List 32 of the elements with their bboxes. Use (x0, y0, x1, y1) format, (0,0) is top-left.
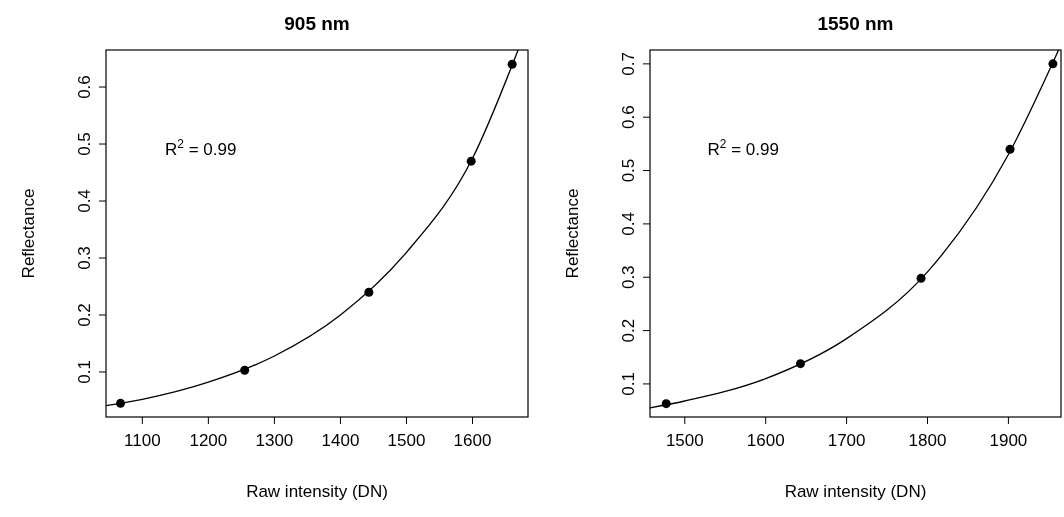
annotation: R$^{2}$ = 0.99 (707, 137, 779, 159)
y-axis-title: Reflectance (563, 188, 582, 279)
x-tick-label: 1600 (746, 431, 785, 450)
x-tick-label: 1200 (189, 431, 228, 450)
x-tick-label: 1800 (908, 431, 947, 450)
y-tick-label: 0.1 (619, 372, 638, 396)
y-tick-label: 0.4 (619, 212, 638, 236)
x-tick-label: 1300 (255, 431, 294, 450)
y-tick-label: 0.6 (619, 105, 638, 130)
x-tick-label: 1900 (989, 431, 1028, 450)
x-axis-title: Raw intensity (DN) (246, 482, 388, 501)
x-tick-label: 1700 (827, 431, 866, 450)
y-tick-label: 0.5 (75, 132, 94, 156)
x-tick-label: 1400 (321, 431, 360, 450)
y-tick-label: 0.6 (75, 75, 94, 99)
y-axis-title: Reflectance (19, 188, 38, 279)
y-tick-label: 0.5 (619, 158, 638, 183)
y-tick-label: 0.2 (619, 318, 638, 343)
x-axis-title: Raw intensity (DN) (784, 482, 927, 501)
chart-title: 905 nm (284, 13, 350, 34)
y-tick-label: 0.7 (619, 52, 638, 76)
x-tick-label: 1600 (453, 431, 492, 450)
annotation: R$^{2}$ = 0.99 (165, 137, 237, 159)
y-tick-label: 0.1 (75, 360, 94, 384)
chart-title: 1550 nm (817, 13, 894, 34)
y-tick-label: 0.4 (75, 189, 94, 213)
x-tick-label: 1500 (665, 431, 704, 450)
y-tick-label: 0.3 (619, 265, 638, 290)
x-tick-label: 1500 (387, 431, 426, 450)
x-tick-label: 1100 (124, 431, 161, 450)
y-tick-label: 0.2 (75, 303, 94, 327)
y-tick-label: 0.3 (75, 246, 94, 270)
